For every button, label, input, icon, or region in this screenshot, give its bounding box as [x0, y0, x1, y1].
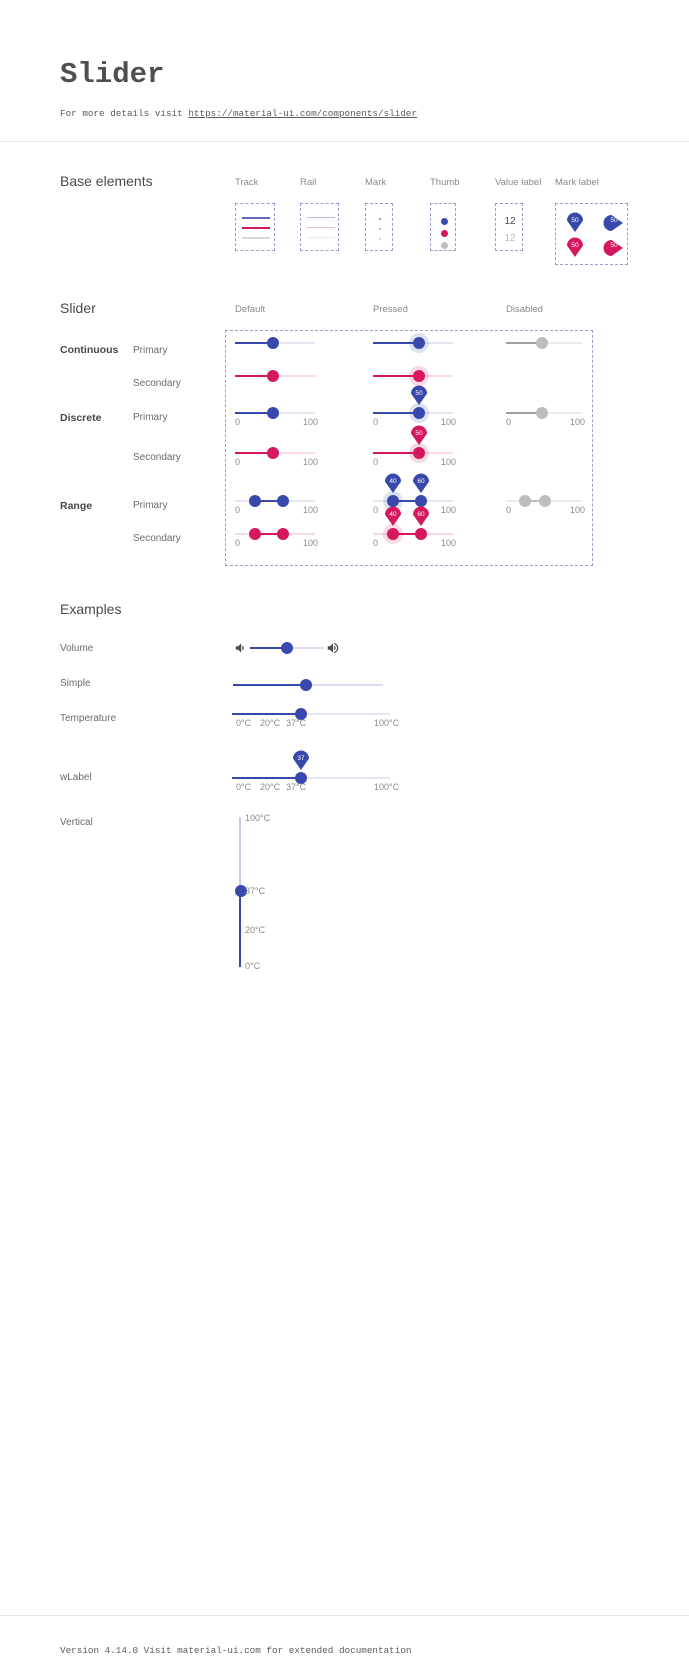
svg-text:50: 50: [610, 242, 618, 249]
svg-text:50: 50: [415, 390, 423, 397]
svg-text:37: 37: [297, 755, 305, 762]
svg-text:50: 50: [571, 242, 579, 249]
svg-text:50: 50: [571, 217, 579, 224]
svg-text:60: 60: [417, 511, 425, 518]
svg-text:60: 60: [417, 478, 425, 485]
svg-text:40: 40: [389, 478, 397, 485]
svg-text:40: 40: [389, 511, 397, 518]
svg-text:50: 50: [610, 217, 618, 224]
svg-text:50: 50: [415, 430, 423, 437]
